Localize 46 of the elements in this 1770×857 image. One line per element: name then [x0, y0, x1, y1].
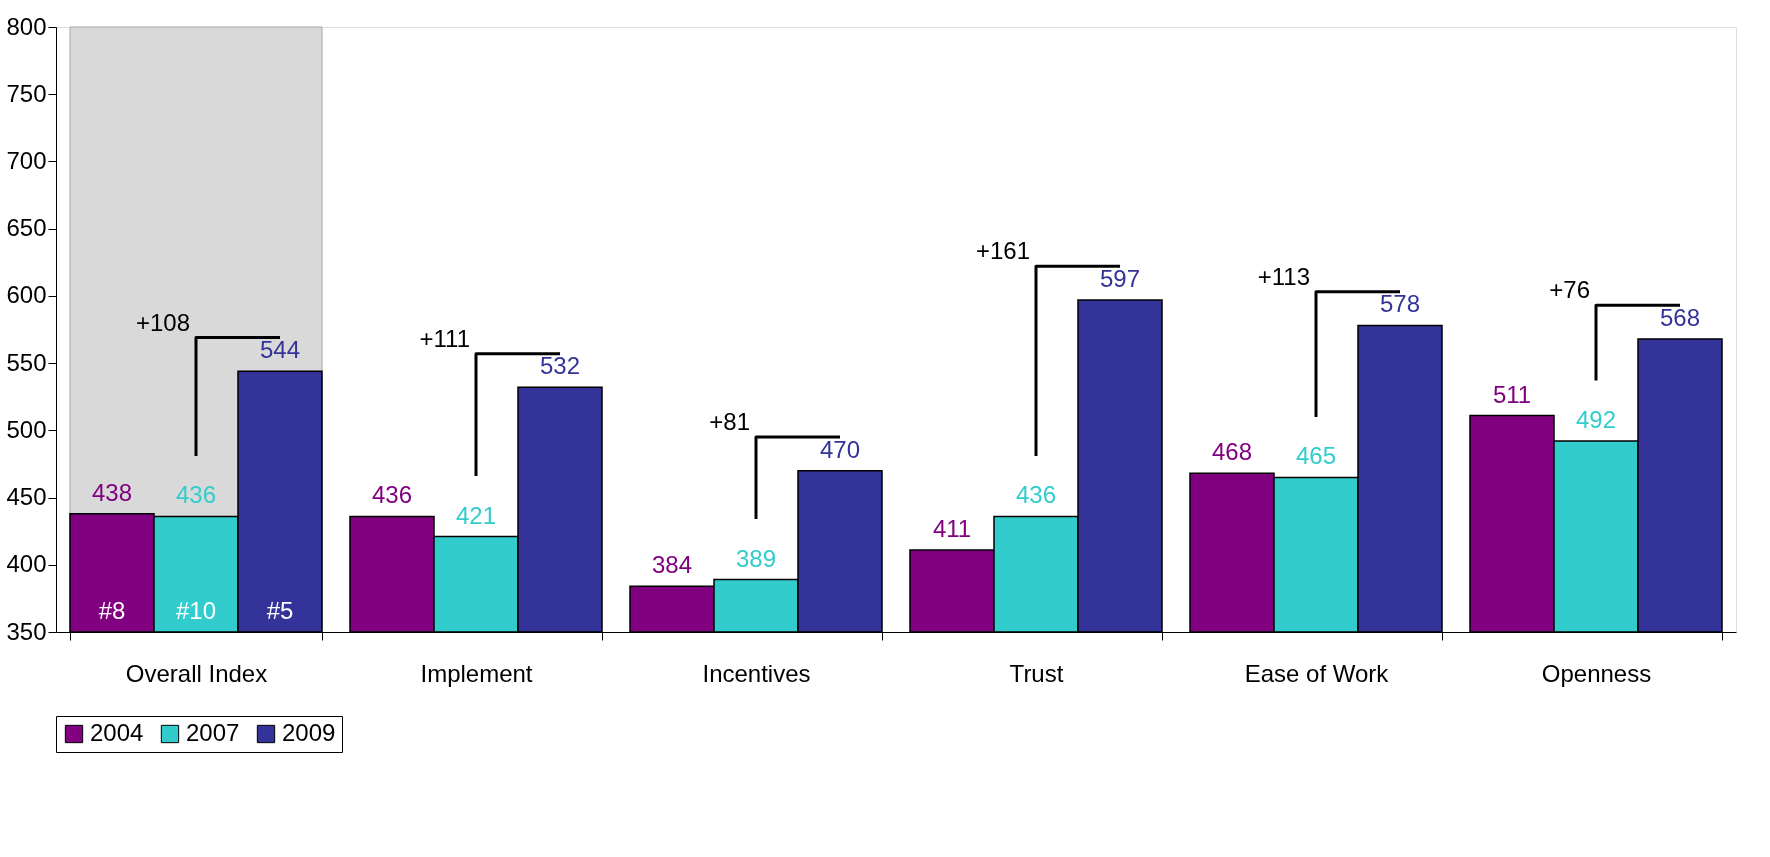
annotation: #5 — [266, 597, 294, 624]
data-label: 470 — [819, 435, 861, 463]
data-label: 438 — [91, 478, 133, 506]
data-label: 578 — [1379, 290, 1421, 318]
y-tick-label: 700 — [6, 146, 47, 174]
data-label: 436 — [1015, 481, 1057, 509]
x-tick-label: Trust — [1009, 659, 1064, 687]
annotation: #8 — [98, 597, 126, 624]
data-label: 511 — [1492, 380, 1532, 408]
x-tick-label: Implement — [420, 659, 533, 687]
annotation: +113 — [1257, 262, 1310, 290]
legend-label: 2004 — [90, 719, 144, 746]
y-tick-label: 550 — [6, 348, 47, 376]
x-tick-label: Incentives — [702, 659, 811, 687]
annotation: +111 — [419, 324, 470, 352]
data-label: 421 — [455, 501, 497, 529]
y-tick-label: 650 — [6, 214, 47, 242]
annotation: +76 — [1549, 276, 1590, 304]
y-tick-label: 350 — [6, 617, 47, 645]
x-tick-label: Openness — [1541, 659, 1652, 687]
data-label: 597 — [1099, 264, 1141, 292]
data-label: 465 — [1295, 442, 1337, 470]
x-tick-label: Overall Index — [125, 659, 268, 687]
legend-label: 2007 — [186, 719, 240, 746]
y-tick-label: 750 — [6, 79, 47, 107]
data-label: 411 — [932, 514, 972, 542]
data-label: 544 — [259, 336, 301, 364]
legend-label: 2009 — [282, 719, 336, 746]
annotation: +81 — [709, 408, 750, 436]
y-tick-label: 400 — [6, 550, 47, 578]
data-label: 492 — [1575, 406, 1617, 434]
data-label: 384 — [651, 551, 693, 579]
annotation: +161 — [975, 237, 1030, 265]
data-label: 436 — [175, 481, 217, 509]
data-label: 568 — [1659, 303, 1701, 331]
y-tick-label: 450 — [6, 483, 47, 511]
y-tick-label: 800 — [6, 12, 47, 40]
y-tick-label: 500 — [6, 415, 47, 443]
annotation: +108 — [135, 308, 190, 336]
data-label: 436 — [371, 481, 413, 509]
data-label: 468 — [1211, 438, 1253, 466]
x-tick-label: Ease of Work — [1244, 659, 1390, 687]
data-label: 389 — [735, 544, 777, 572]
data-label: 532 — [539, 352, 581, 380]
annotation: #10 — [175, 597, 217, 624]
y-tick-label: 600 — [6, 281, 47, 309]
